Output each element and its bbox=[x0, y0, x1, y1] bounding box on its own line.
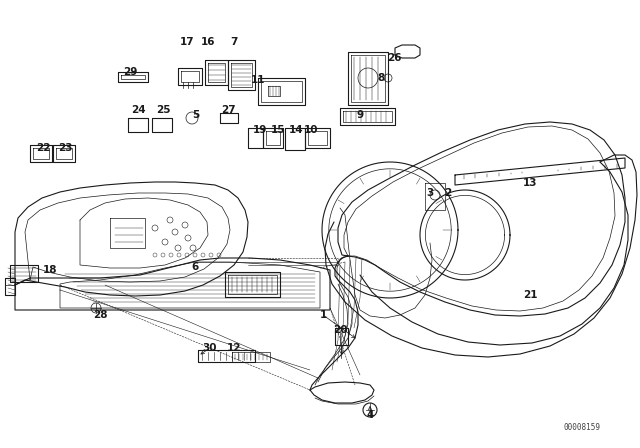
Text: 27: 27 bbox=[221, 105, 236, 115]
Text: 5: 5 bbox=[193, 110, 200, 120]
Text: 11: 11 bbox=[251, 75, 265, 85]
Text: 4: 4 bbox=[366, 410, 374, 420]
Text: 14: 14 bbox=[289, 125, 303, 135]
Text: 10: 10 bbox=[304, 125, 318, 135]
Text: 20: 20 bbox=[333, 325, 348, 335]
Text: 23: 23 bbox=[58, 143, 72, 153]
Text: 13: 13 bbox=[523, 178, 537, 188]
Text: 15: 15 bbox=[271, 125, 285, 135]
Text: 7: 7 bbox=[230, 37, 237, 47]
Text: 6: 6 bbox=[191, 262, 198, 272]
Text: 28: 28 bbox=[93, 310, 108, 320]
Text: 24: 24 bbox=[131, 105, 145, 115]
Text: 3: 3 bbox=[426, 188, 434, 198]
Text: 00008159: 00008159 bbox=[563, 423, 600, 432]
Text: 2: 2 bbox=[444, 188, 452, 198]
Text: 16: 16 bbox=[201, 37, 215, 47]
Text: 19: 19 bbox=[253, 125, 267, 135]
Text: 26: 26 bbox=[387, 53, 401, 63]
Text: 18: 18 bbox=[43, 265, 57, 275]
Text: 12: 12 bbox=[227, 343, 241, 353]
Text: 17: 17 bbox=[180, 37, 195, 47]
Text: 29: 29 bbox=[123, 67, 137, 77]
Text: 22: 22 bbox=[36, 143, 51, 153]
Text: 21: 21 bbox=[523, 290, 537, 300]
Text: 25: 25 bbox=[156, 105, 170, 115]
Text: 30: 30 bbox=[203, 343, 217, 353]
Text: 1: 1 bbox=[319, 310, 326, 320]
Text: 8: 8 bbox=[378, 73, 385, 83]
Text: 9: 9 bbox=[356, 110, 364, 120]
